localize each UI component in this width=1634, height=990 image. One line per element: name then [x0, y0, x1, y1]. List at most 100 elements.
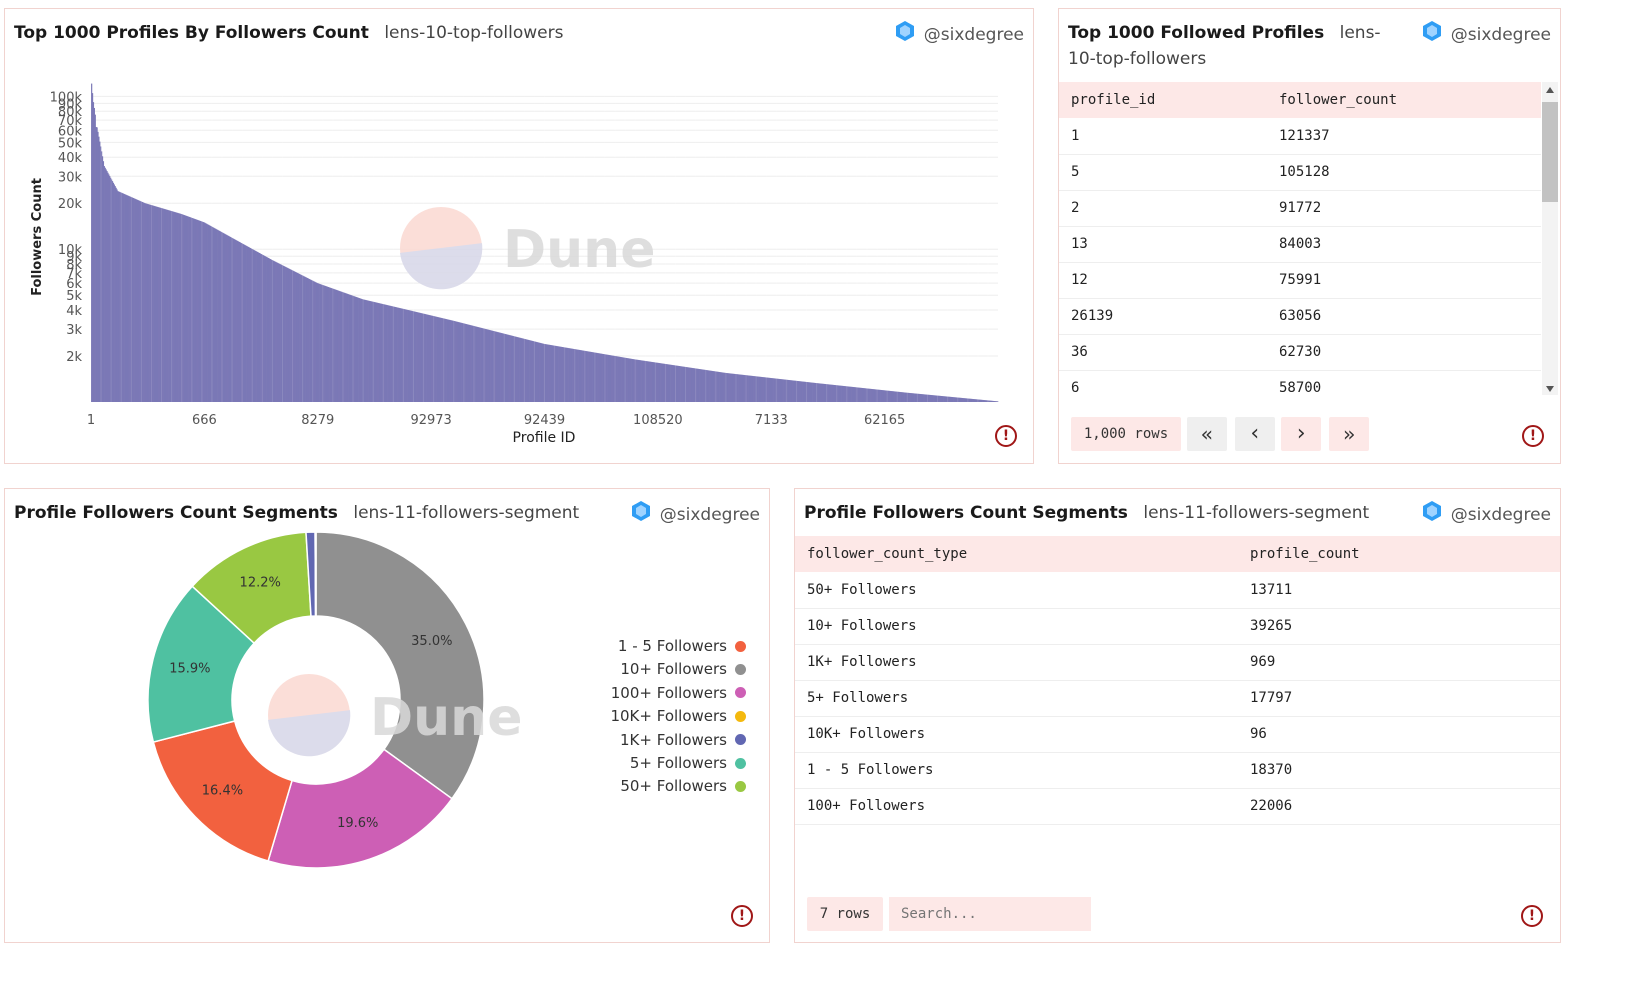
- bar[interactable]: [308, 278, 310, 402]
- bar[interactable]: [754, 376, 757, 402]
- bar[interactable]: [598, 353, 600, 402]
- bar[interactable]: [957, 397, 959, 402]
- bar[interactable]: [337, 290, 339, 402]
- bar[interactable]: [192, 218, 194, 402]
- bar[interactable]: [256, 251, 258, 402]
- bar[interactable]: [865, 388, 867, 402]
- bar[interactable]: [402, 308, 404, 402]
- bar[interactable]: [522, 338, 524, 402]
- bar[interactable]: [679, 366, 681, 402]
- bar[interactable]: [873, 389, 875, 402]
- bar[interactable]: [317, 283, 320, 402]
- bar[interactable]: [369, 301, 371, 402]
- bar[interactable]: [375, 302, 378, 402]
- bar[interactable]: [614, 355, 616, 402]
- bar[interactable]: [392, 306, 394, 402]
- bar[interactable]: [295, 272, 297, 402]
- bar[interactable]: [433, 316, 436, 402]
- bar[interactable]: [817, 383, 819, 402]
- bar[interactable]: [739, 374, 741, 402]
- bar[interactable]: [976, 399, 978, 402]
- bar[interactable]: [157, 206, 159, 402]
- bar[interactable]: [491, 330, 494, 402]
- bar[interactable]: [971, 398, 973, 402]
- bar[interactable]: [321, 284, 323, 402]
- bar[interactable]: [631, 358, 633, 402]
- bar[interactable]: [697, 368, 700, 402]
- bar[interactable]: [373, 302, 376, 402]
- bar[interactable]: [173, 211, 175, 402]
- bar[interactable]: [849, 386, 851, 402]
- bar[interactable]: [835, 385, 837, 402]
- bar[interactable]: [606, 354, 608, 402]
- bar[interactable]: [475, 326, 477, 402]
- warning-icon[interactable]: !: [1522, 425, 1544, 447]
- bar[interactable]: [423, 313, 426, 402]
- bar[interactable]: [161, 208, 164, 402]
- bar[interactable]: [704, 369, 706, 402]
- bar[interactable]: [758, 376, 760, 402]
- bar[interactable]: [902, 392, 905, 402]
- bar[interactable]: [130, 197, 133, 402]
- bar[interactable]: [973, 399, 975, 402]
- bar[interactable]: [159, 207, 161, 402]
- bar[interactable]: [685, 367, 688, 402]
- query-name[interactable]: lens-11-followers-segment: [1143, 503, 1370, 523]
- bar[interactable]: [376, 302, 378, 402]
- bar[interactable]: [781, 379, 783, 402]
- bar[interactable]: [471, 325, 473, 402]
- bar[interactable]: [609, 355, 612, 402]
- bar[interactable]: [946, 396, 948, 402]
- bar[interactable]: [607, 354, 609, 402]
- bar[interactable]: [444, 318, 446, 402]
- bar[interactable]: [783, 379, 785, 402]
- bar[interactable]: [405, 309, 407, 402]
- bar[interactable]: [874, 389, 876, 402]
- bar[interactable]: [846, 386, 848, 402]
- table-row[interactable]: 6 58700: [1059, 370, 1541, 395]
- bar[interactable]: [466, 324, 468, 402]
- bar[interactable]: [305, 277, 307, 402]
- bar[interactable]: [284, 266, 286, 402]
- bar[interactable]: [364, 299, 367, 402]
- bar[interactable]: [750, 375, 752, 402]
- bar[interactable]: [990, 400, 993, 402]
- bar[interactable]: [454, 321, 456, 402]
- bar[interactable]: [636, 359, 638, 402]
- bar[interactable]: [386, 305, 388, 402]
- bar[interactable]: [341, 291, 343, 402]
- bar[interactable]: [798, 381, 800, 402]
- bar[interactable]: [789, 380, 791, 402]
- bar[interactable]: [403, 308, 405, 402]
- bar[interactable]: [305, 277, 308, 402]
- bar[interactable]: [103, 166, 105, 402]
- bar[interactable]: [930, 395, 933, 402]
- bar[interactable]: [611, 355, 613, 402]
- last-page-button[interactable]: »: [1329, 417, 1369, 451]
- bar[interactable]: [208, 224, 210, 402]
- table-row[interactable]: 5 105128: [1059, 154, 1541, 191]
- bar[interactable]: [267, 257, 270, 402]
- bar[interactable]: [459, 322, 461, 402]
- bar[interactable]: [374, 302, 377, 402]
- bar[interactable]: [486, 329, 488, 402]
- bar[interactable]: [123, 193, 125, 402]
- bar[interactable]: [419, 312, 421, 402]
- bar[interactable]: [621, 357, 623, 402]
- bar[interactable]: [450, 320, 452, 402]
- bar[interactable]: [508, 334, 510, 402]
- bar[interactable]: [169, 210, 172, 402]
- bar[interactable]: [521, 338, 524, 402]
- pie-slice[interactable]: [147, 585, 256, 743]
- author-link[interactable]: @sixdegree: [630, 500, 760, 530]
- bar[interactable]: [367, 300, 369, 402]
- bar[interactable]: [702, 369, 704, 402]
- bar[interactable]: [959, 397, 962, 402]
- bar[interactable]: [890, 390, 892, 402]
- bar[interactable]: [418, 312, 420, 402]
- bar[interactable]: [138, 200, 140, 402]
- bar[interactable]: [848, 386, 850, 402]
- bar[interactable]: [546, 344, 548, 402]
- bar[interactable]: [435, 316, 437, 402]
- bar[interactable]: [690, 367, 692, 402]
